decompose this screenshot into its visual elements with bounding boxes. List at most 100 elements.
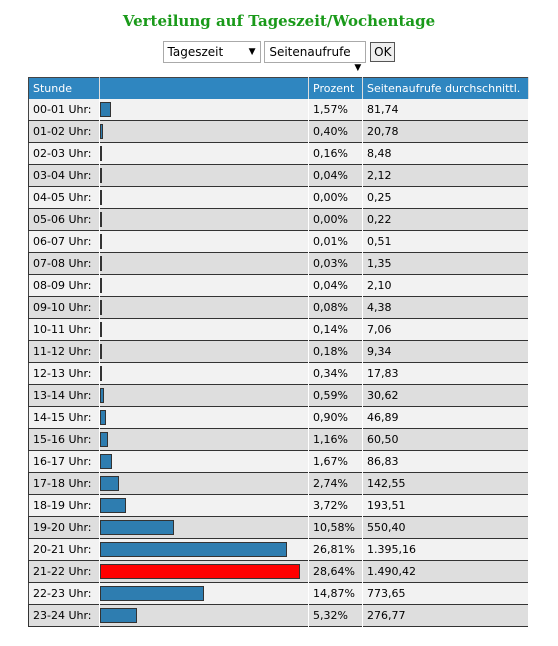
- bar-cell: [99, 318, 309, 341]
- ok-button[interactable]: OK: [370, 42, 396, 62]
- bar-cell: [99, 186, 309, 209]
- percent: 0,40%: [308, 120, 363, 143]
- avg: 2,12: [362, 164, 529, 187]
- row: 18-19 Uhr: 3,72% 193,51: [28, 494, 529, 517]
- hour: 13-14 Uhr:: [28, 384, 100, 407]
- bar: [100, 300, 102, 315]
- percent: 0,14%: [308, 318, 363, 341]
- percent: 0,03%: [308, 252, 363, 275]
- row: 22-23 Uhr: 14,87% 773,65: [28, 582, 529, 605]
- bar-cell: [99, 384, 309, 407]
- bar: [100, 212, 102, 227]
- bar-cell: [99, 472, 309, 495]
- hour: 08-09 Uhr:: [28, 274, 100, 297]
- hour: 22-23 Uhr:: [28, 582, 100, 605]
- avg: 0,51: [362, 230, 529, 253]
- avg: 30,62: [362, 384, 529, 407]
- row: 03-04 Uhr: 0,04% 2,12: [28, 164, 529, 187]
- bar: [100, 124, 103, 139]
- avg: 1,35: [362, 252, 529, 275]
- row: 13-14 Uhr: 0,59% 30,62: [28, 384, 529, 407]
- bar-cell: [99, 230, 309, 253]
- percent: 0,04%: [308, 274, 363, 297]
- period-value: Tageszeit: [167, 45, 224, 59]
- avg: 8,48: [362, 142, 529, 165]
- avg: 0,25: [362, 186, 529, 209]
- hour: 18-19 Uhr:: [28, 494, 100, 517]
- bar-cell: [99, 538, 309, 561]
- percent: 0,34%: [308, 362, 363, 385]
- hour: 14-15 Uhr:: [28, 406, 100, 429]
- percent: 0,00%: [308, 208, 363, 231]
- bar-cell: [99, 208, 309, 231]
- row: 04-05 Uhr: 0,00% 0,25: [28, 186, 529, 209]
- bar: [100, 498, 126, 513]
- percent: 10,58%: [308, 516, 363, 539]
- row: 14-15 Uhr: 0,90% 46,89: [28, 406, 529, 429]
- avg: 1.490,42: [362, 560, 529, 583]
- percent: 0,04%: [308, 164, 363, 187]
- bar-cell: [99, 560, 309, 583]
- avg: 9,34: [362, 340, 529, 363]
- hour: 10-11 Uhr:: [28, 318, 100, 341]
- avg: 0,22: [362, 208, 529, 231]
- hour: 03-04 Uhr:: [28, 164, 100, 187]
- bar: [100, 542, 288, 557]
- bar-cell: [99, 494, 309, 517]
- hour: 07-08 Uhr:: [28, 252, 100, 275]
- avg: 7,06: [362, 318, 529, 341]
- bar-cell: [99, 120, 309, 143]
- bar: [100, 278, 102, 293]
- bar-cell: [99, 604, 309, 627]
- percent: 26,81%: [308, 538, 363, 561]
- row: 05-06 Uhr: 0,00% 0,22: [28, 208, 529, 231]
- percent: 0,16%: [308, 142, 363, 165]
- title: Verteilung auf Tageszeit/Wochentage: [122, 12, 436, 30]
- bar: [100, 234, 102, 249]
- bar: [100, 410, 107, 425]
- controls: Tageszeit ▼ Seitenaufrufe ▼ OK: [0, 41, 558, 73]
- bar: [100, 454, 112, 469]
- row: 06-07 Uhr: 0,01% 0,51: [28, 230, 529, 253]
- row: 10-11 Uhr: 0,14% 7,06: [28, 318, 529, 341]
- percent: 0,59%: [308, 384, 363, 407]
- bar: [100, 476, 120, 491]
- bar: [100, 190, 102, 205]
- row: 11-12 Uhr: 0,18% 9,34: [28, 340, 529, 363]
- avg: 46,89: [362, 406, 529, 429]
- bar: [100, 432, 109, 447]
- bar: [100, 322, 102, 337]
- avg: 1.395,16: [362, 538, 529, 561]
- avg: 193,51: [362, 494, 529, 517]
- row: 16-17 Uhr: 1,67% 86,83: [28, 450, 529, 473]
- row: 02-03 Uhr: 0,16% 8,48: [28, 142, 529, 165]
- avg: 4,38: [362, 296, 529, 319]
- bar: [100, 608, 138, 623]
- percent: 3,72%: [308, 494, 363, 517]
- bar-cell: [99, 274, 309, 297]
- avg: 142,55: [362, 472, 529, 495]
- percent: 2,74%: [308, 472, 363, 495]
- period-select[interactable]: Tageszeit ▼: [162, 41, 261, 63]
- percent: 5,32%: [308, 604, 363, 627]
- percent: 1,16%: [308, 428, 363, 451]
- metric-select[interactable]: Seitenaufrufe ▼: [264, 41, 367, 73]
- bar: [100, 146, 102, 161]
- bar-cell: [99, 516, 309, 539]
- bar-cell: [99, 362, 309, 385]
- row: 23-24 Uhr: 5,32% 276,77: [28, 604, 529, 627]
- avg: 86,83: [362, 450, 529, 473]
- percent: 14,87%: [308, 582, 363, 605]
- hour: 11-12 Uhr:: [28, 340, 100, 363]
- bar: [100, 168, 102, 183]
- percent: 0,01%: [308, 230, 363, 253]
- hour: 09-10 Uhr:: [28, 296, 100, 319]
- bar-cell: [99, 142, 309, 165]
- hour: 00-01 Uhr:: [28, 99, 100, 121]
- hour: 19-20 Uhr:: [28, 516, 100, 539]
- hour-table: Stunde Prozent Seitenaufrufe durchschnit…: [28, 77, 529, 627]
- row: 21-22 Uhr: 28,64% 1.490,42: [28, 560, 529, 583]
- hour: 06-07 Uhr:: [28, 230, 100, 253]
- avg: 20,78: [362, 120, 529, 143]
